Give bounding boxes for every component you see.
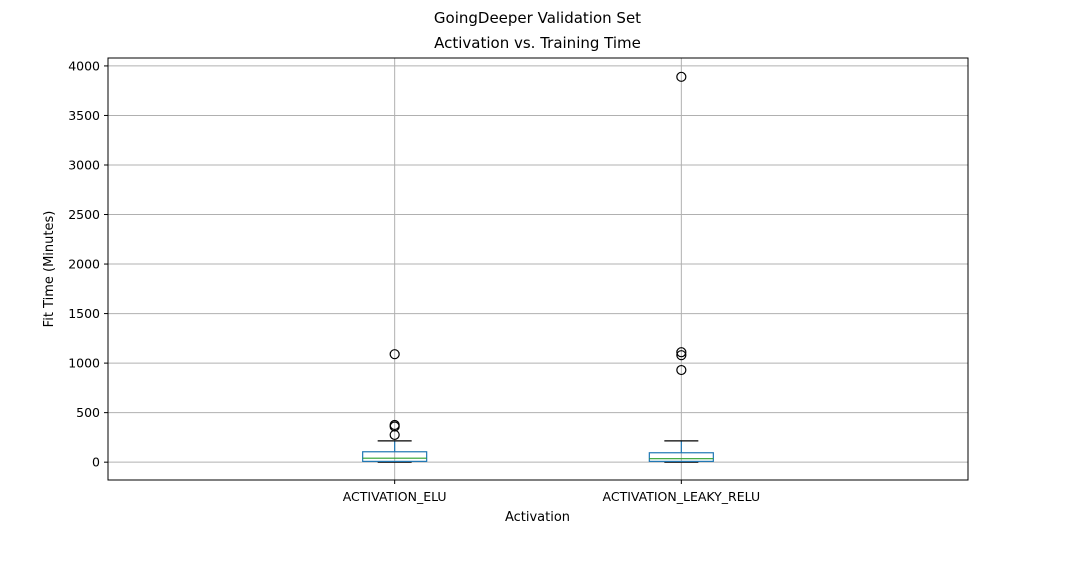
iqr-box [362,451,428,462]
boxes-group [362,71,714,463]
chart-suptitle: GoingDeeper Validation Set [434,9,641,27]
chart-title: Activation vs. Training Time [434,34,641,52]
y-axis: 0 500 1000 1500 2000 2500 3000 3500 4000 [68,58,108,470]
outlier-point [676,350,687,361]
y-tick-label: 0 [92,455,100,470]
y-axis-label: Fit Time (Minutes) [42,211,57,328]
x-axis-label: Activation [505,510,570,525]
outlier-point [676,71,687,82]
y-tick-label: 2000 [68,257,100,272]
y-tick-label: 3000 [68,157,100,172]
box-1 [648,71,714,463]
plot-frame [107,57,969,481]
y-tick-label: 2500 [68,207,100,222]
outlier-point [389,349,400,360]
x-axis: ACTIVATION_ELU ACTIVATION_LEAKY_RELU [343,480,760,504]
outlier-point [676,347,687,358]
y-tick-label: 1500 [68,306,100,321]
grid-lines [108,58,968,480]
y-tick-label: 1000 [68,356,100,371]
outlier-point [389,429,400,441]
iqr-box [648,452,714,462]
outlier-point [676,364,687,376]
y-tick-label: 3500 [68,108,100,123]
x-tick-label: ACTIVATION_LEAKY_RELU [603,489,761,504]
x-tick-label: ACTIVATION_ELU [343,489,447,504]
y-tick-label: 4000 [68,58,100,73]
box-0 [362,349,428,463]
y-tick-label: 500 [76,405,100,420]
